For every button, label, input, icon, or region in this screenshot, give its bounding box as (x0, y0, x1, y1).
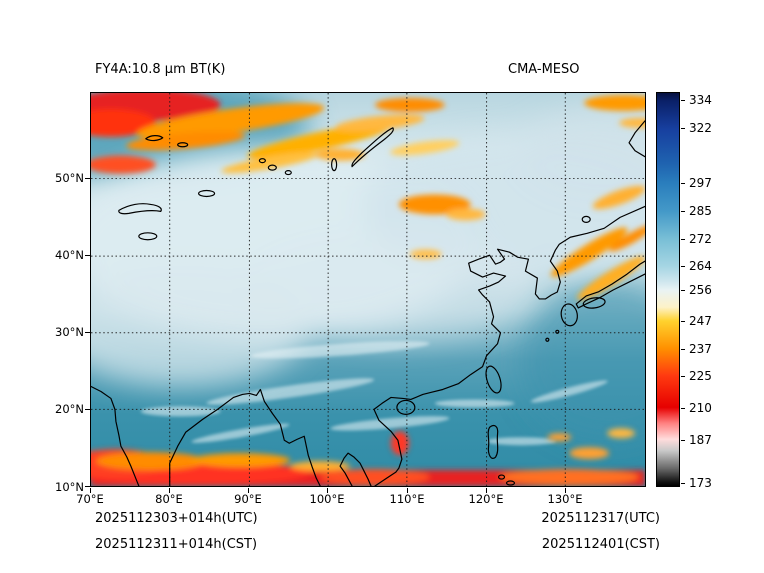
y-tick-mark (85, 409, 90, 410)
cold-cloud-streaks (91, 93, 645, 300)
y-tick-label: 50°N (55, 171, 84, 185)
colorbar-tick-mark (681, 408, 685, 409)
x-tick-label: 120°E (468, 492, 504, 506)
colorbar-tick-label: 285 (689, 204, 712, 218)
tropical-convection-band (91, 428, 645, 486)
y-tick-mark (85, 178, 90, 179)
x-tick-mark (169, 488, 170, 493)
colorbar-tick-label: 210 (689, 401, 712, 415)
y-tick-label: 20°N (55, 402, 84, 416)
colorbar-tick-label: 225 (689, 369, 712, 383)
colorbar-tick-mark (681, 349, 685, 350)
colorbar (656, 92, 680, 487)
x-tick-label: 130°E (547, 492, 583, 506)
init-time-cst: 2025112311+014h(CST) (95, 537, 258, 552)
model-label: CMA-MESO (508, 62, 580, 77)
colorbar-tick-label: 187 (689, 433, 712, 447)
colorbar-tick-mark (681, 183, 685, 184)
y-tick-mark (85, 332, 90, 333)
colorbar-tick-mark (681, 239, 685, 240)
figure-title: FY4A:10.8 μm BT(K) (95, 62, 226, 77)
thin-cirrus-wisps (140, 341, 608, 446)
colorbar-tick-label: 297 (689, 176, 712, 190)
coastlines (91, 120, 645, 486)
colorbar-tick-mark (681, 440, 685, 441)
y-tick-label: 40°N (55, 248, 84, 262)
x-tick-label: 90°E (234, 492, 262, 506)
map-plot-area (90, 92, 646, 487)
colorbar-tick-label: 322 (689, 121, 712, 135)
colorbar-tick-mark (681, 290, 685, 291)
colorbar-tick-label: 272 (689, 232, 712, 246)
x-tick-mark (90, 488, 91, 493)
colorbar-tick-label: 247 (689, 314, 712, 328)
y-tick-label: 10°N (55, 480, 84, 494)
colorbar-tick-label: 264 (689, 259, 712, 273)
x-tick-label: 110°E (389, 492, 425, 506)
colorbar-tick-mark (681, 321, 685, 322)
colorbar-tick-mark (681, 211, 685, 212)
x-tick-mark (407, 488, 408, 493)
x-tick-mark (327, 488, 328, 493)
colorbar-tick-mark (681, 376, 685, 377)
x-tick-mark (565, 488, 566, 493)
colorbar-tick-mark (681, 128, 685, 129)
x-tick-mark (486, 488, 487, 493)
colorbar-tick-label: 237 (689, 342, 712, 356)
colorbar-tick-label: 256 (689, 283, 712, 297)
colorbar-tick-mark (681, 100, 685, 101)
satellite-imagery (91, 93, 645, 486)
colorbar-tick-label: 173 (689, 476, 712, 490)
y-tick-mark (85, 255, 90, 256)
valid-time-cst: 2025112401(CST) (541, 537, 660, 552)
init-time-utc: 2025112303+014h(UTC) (95, 511, 258, 526)
x-tick-mark (248, 488, 249, 493)
x-tick-label: 100°E (309, 492, 345, 506)
x-tick-label: 80°E (155, 492, 183, 506)
valid-time-utc: 2025112317(UTC) (541, 511, 660, 526)
x-tick-label: 70°E (76, 492, 104, 506)
colorbar-tick-mark (681, 483, 685, 484)
y-tick-mark (85, 486, 90, 487)
colorbar-tick-mark (681, 266, 685, 267)
y-tick-label: 30°N (55, 325, 84, 339)
colorbar-tick-label: 334 (689, 93, 712, 107)
